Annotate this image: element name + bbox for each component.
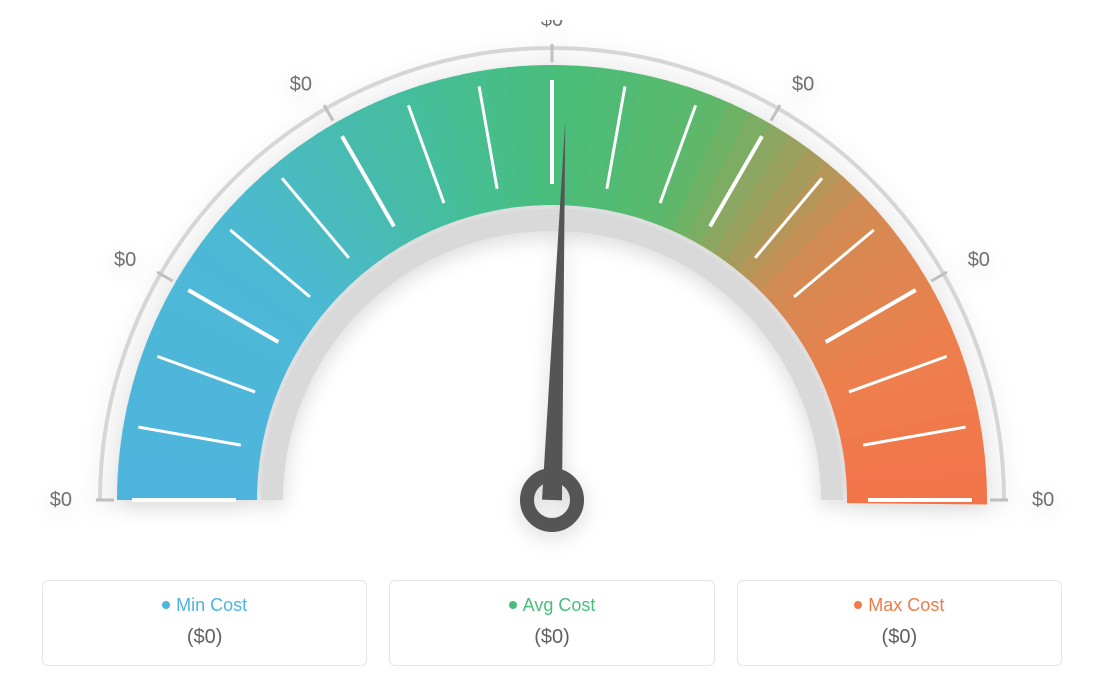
legend-card-max: Max Cost ($0) [737,580,1062,666]
legend-dot-min [162,601,170,609]
legend-row: Min Cost ($0) Avg Cost ($0) Max Cost ($0… [42,580,1062,666]
svg-text:$0: $0 [290,73,312,95]
legend-title-min: Min Cost [53,595,356,616]
legend-title-avg: Avg Cost [400,595,703,616]
legend-value-max: ($0) [748,626,1051,649]
legend-value-min: ($0) [53,626,356,649]
legend-title-max: Max Cost [748,595,1051,616]
svg-text:$0: $0 [541,20,563,31]
legend-dot-avg [509,601,517,609]
svg-text:$0: $0 [792,73,814,95]
legend-label-min: Min Cost [176,595,247,615]
gauge-chart: $0 $0 $0 $0 $0 $0 $0 [42,20,1062,560]
legend-dot-max [854,601,862,609]
legend-card-avg: Avg Cost ($0) [389,580,714,666]
svg-text:$0: $0 [1032,489,1054,511]
gauge-svg: $0 $0 $0 $0 $0 $0 $0 [42,20,1062,560]
legend-value-avg: ($0) [400,626,703,649]
legend-label-avg: Avg Cost [523,595,596,615]
svg-text:$0: $0 [114,249,136,271]
svg-text:$0: $0 [968,249,990,271]
legend-label-max: Max Cost [868,595,944,615]
svg-text:$0: $0 [50,489,72,511]
legend-card-min: Min Cost ($0) [42,580,367,666]
